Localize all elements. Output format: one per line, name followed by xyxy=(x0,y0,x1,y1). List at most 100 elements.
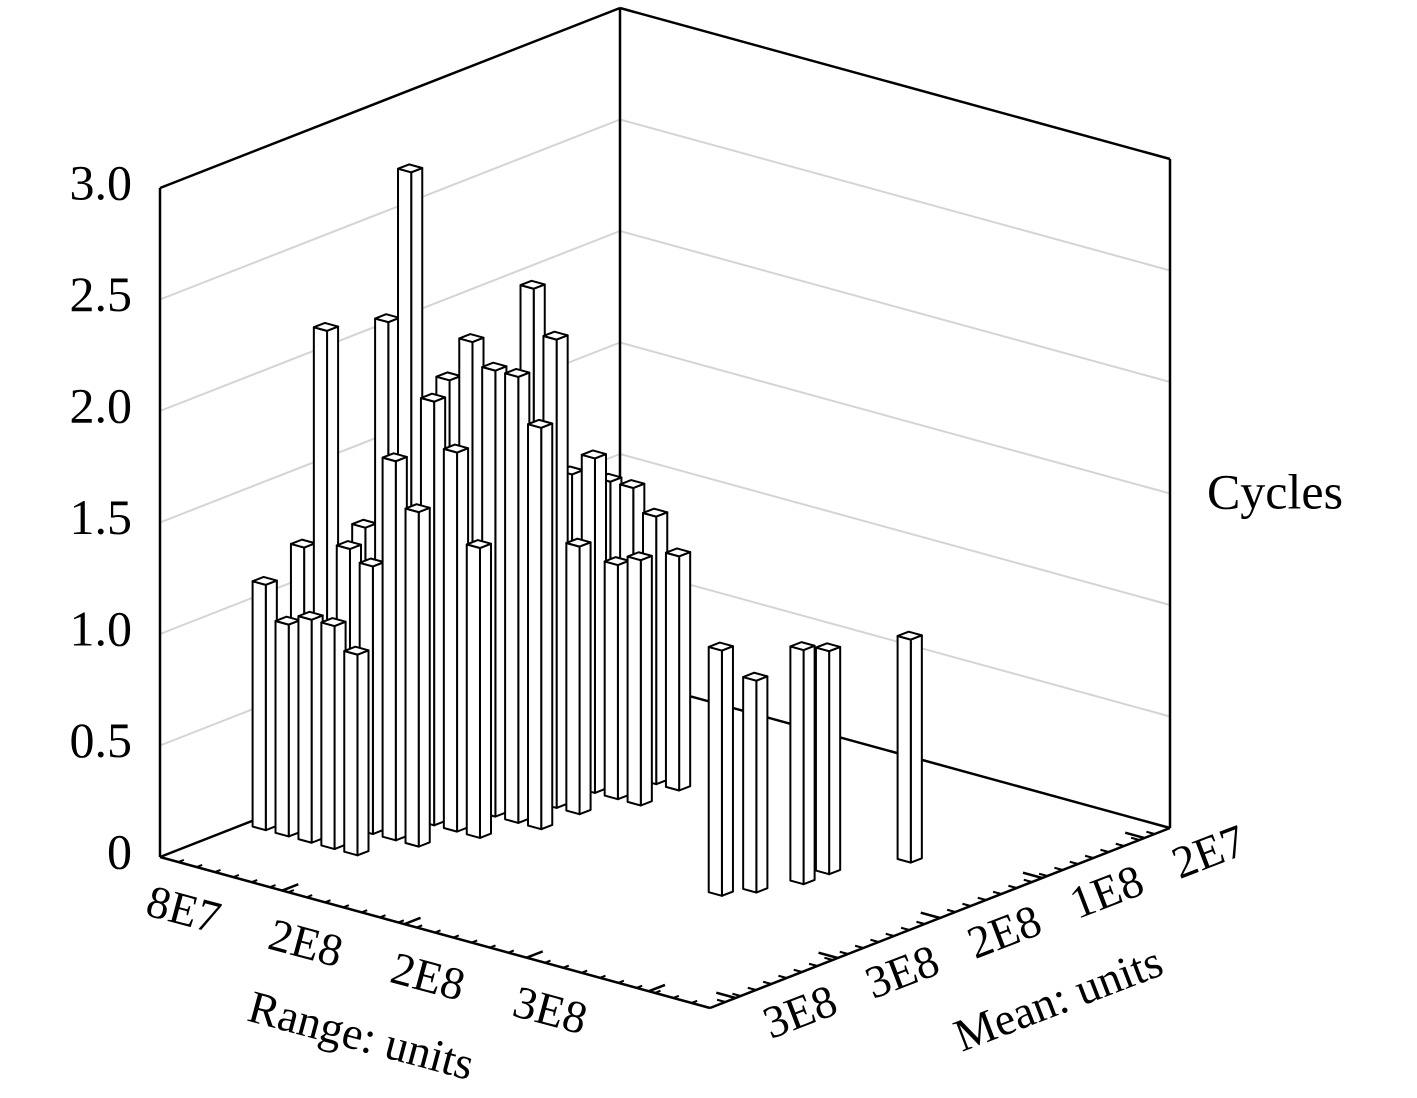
bar xyxy=(297,610,324,844)
grid-line xyxy=(619,564,1171,718)
minor-tick xyxy=(342,904,350,909)
minor-tick xyxy=(1130,836,1140,841)
bar-top xyxy=(397,163,424,174)
bar-top xyxy=(320,617,347,628)
minor-tick xyxy=(434,929,441,934)
bar xyxy=(442,443,470,833)
z-axis-title: Cycles xyxy=(1207,463,1343,519)
minor-tick xyxy=(306,894,313,899)
z-tick-label: 2.0 xyxy=(70,377,133,433)
minor-tick xyxy=(1023,878,1033,883)
bar-face xyxy=(381,456,397,842)
minor-tick xyxy=(544,959,551,964)
bar-top xyxy=(251,575,278,586)
bar-top xyxy=(664,547,692,558)
minor-tick xyxy=(870,938,879,943)
minor-tick xyxy=(716,998,726,1003)
bar-top xyxy=(542,330,569,341)
minor-tick xyxy=(379,914,386,919)
minor-tick xyxy=(636,984,643,989)
bar-top xyxy=(519,279,546,290)
minor-tick xyxy=(416,924,423,929)
minor-tick xyxy=(762,980,772,985)
minor-tick xyxy=(732,992,741,997)
minor-tick xyxy=(854,944,864,949)
minor-tick xyxy=(177,858,185,863)
x-tick-label: 2E8 xyxy=(264,909,349,977)
bar-top xyxy=(742,671,769,682)
x-tick-label: 8E7 xyxy=(141,875,226,943)
x-tick xyxy=(281,883,299,892)
bar-face xyxy=(639,554,653,807)
bar-top xyxy=(465,539,493,550)
minor-tick xyxy=(672,994,680,999)
bar-face xyxy=(478,542,493,839)
bar-face xyxy=(320,621,336,851)
bar-face xyxy=(909,634,923,864)
bar-top xyxy=(419,392,447,403)
bar-top xyxy=(896,630,923,641)
bar-face xyxy=(742,676,758,894)
minor-tick xyxy=(251,879,258,884)
minor-tick xyxy=(581,969,588,974)
minor-tick xyxy=(1038,872,1048,877)
minor-tick xyxy=(489,944,496,949)
bar-face xyxy=(343,650,359,857)
y-tick xyxy=(1124,831,1145,840)
bar xyxy=(343,645,370,857)
bar-top xyxy=(789,641,816,652)
bar-top xyxy=(404,503,431,514)
bar-face xyxy=(504,372,520,824)
bar-face xyxy=(417,506,431,848)
bar-face xyxy=(626,555,642,807)
minor-tick xyxy=(691,999,698,1004)
bar-face xyxy=(274,619,290,838)
minor-tick xyxy=(1069,860,1079,865)
bar-face xyxy=(814,646,831,876)
minor-tick xyxy=(1115,842,1125,847)
bar xyxy=(626,551,653,807)
bar-top xyxy=(297,610,324,621)
z-tick-label: 1.0 xyxy=(70,600,133,656)
bar xyxy=(274,615,301,838)
bar-face xyxy=(442,447,459,833)
bar-face xyxy=(356,649,370,857)
bar xyxy=(789,641,816,886)
bar-top xyxy=(442,443,470,454)
x-tick xyxy=(648,983,666,993)
bar xyxy=(664,547,692,792)
minor-tick xyxy=(654,989,661,994)
bar-face xyxy=(540,422,554,831)
bar xyxy=(814,642,842,876)
minor-tick xyxy=(1054,866,1063,871)
bar xyxy=(527,418,554,831)
bar-face xyxy=(707,645,723,897)
bar xyxy=(707,641,734,897)
bar-face xyxy=(755,675,769,894)
minor-tick xyxy=(507,949,515,954)
bar-top xyxy=(626,551,653,562)
bar-face xyxy=(465,543,481,839)
grid-line xyxy=(159,118,621,301)
y-tick xyxy=(715,991,736,1000)
bar-top xyxy=(481,361,508,372)
y-tick xyxy=(818,951,839,960)
bar-face xyxy=(720,645,734,897)
x-tick xyxy=(403,916,421,926)
bar-face xyxy=(404,507,420,848)
x-tick-label: 3E8 xyxy=(508,976,593,1044)
axis-line xyxy=(619,6,1171,161)
z-tick-label: 0 xyxy=(107,823,132,879)
z-tick-label: 3.0 xyxy=(70,154,133,210)
minor-tick xyxy=(471,939,478,944)
y-tick xyxy=(1022,871,1043,880)
bar-top xyxy=(504,367,531,378)
minor-tick xyxy=(232,874,240,879)
bar-face xyxy=(565,541,581,816)
minor-tick xyxy=(808,962,818,967)
axis-line xyxy=(159,6,621,190)
axis-line xyxy=(619,675,1171,830)
bar-face xyxy=(789,645,805,886)
bar xyxy=(381,452,408,842)
minor-tick xyxy=(452,934,460,939)
